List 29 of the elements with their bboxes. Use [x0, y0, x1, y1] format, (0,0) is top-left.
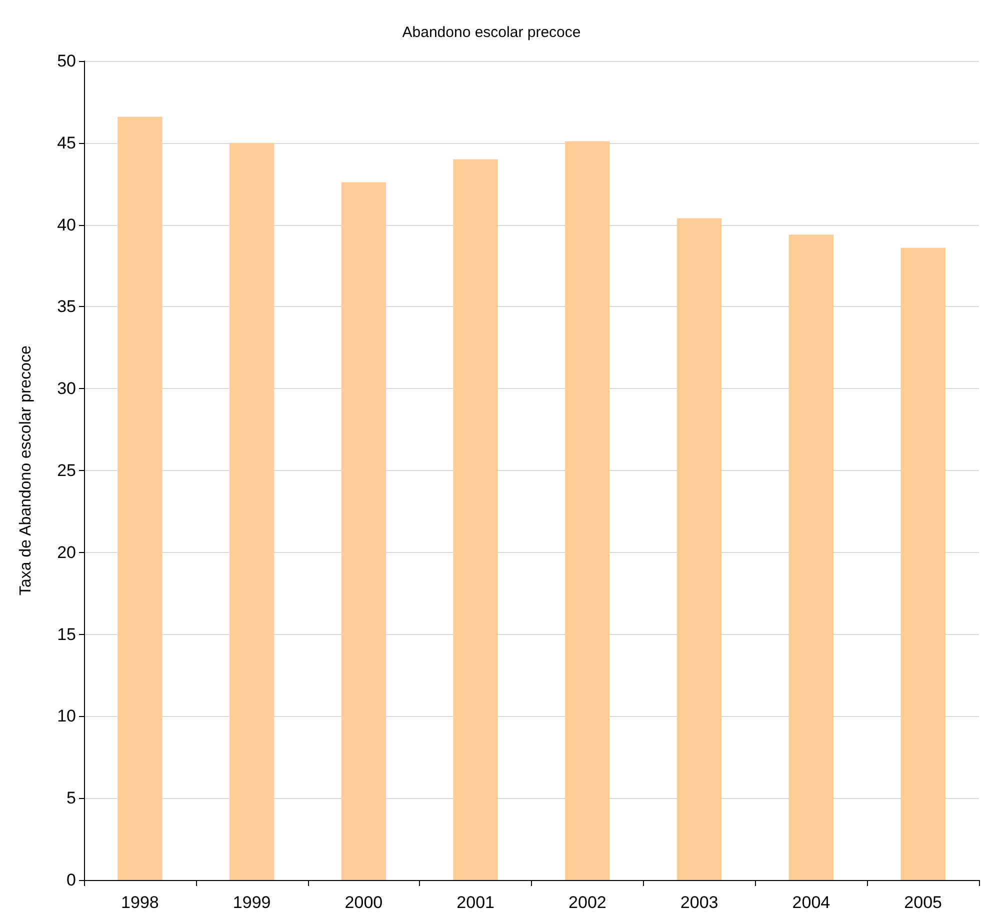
bar	[565, 141, 610, 880]
x-tick-label: 2003	[680, 893, 718, 912]
bar	[118, 116, 162, 880]
x-tick-label: 2000	[344, 893, 383, 912]
bar	[341, 182, 386, 880]
x-tick-label: 1999	[232, 893, 271, 912]
y-tick-label: 5	[66, 788, 76, 808]
y-tick-label: 30	[57, 379, 76, 398]
bar	[788, 234, 834, 880]
y-tick-label: 0	[66, 870, 76, 890]
y-tick-label: 45	[57, 133, 76, 152]
x-tick-label: 2002	[568, 893, 606, 912]
bar	[676, 218, 722, 880]
x-tick-label: 2001	[456, 893, 494, 912]
x-tick-label: 2005	[904, 893, 942, 912]
bar	[900, 248, 946, 880]
y-tick-label: 20	[57, 542, 76, 562]
y-tick-label: 15	[57, 624, 76, 644]
y-tick-label: 50	[57, 52, 76, 70]
x-tick-label: 1998	[121, 893, 159, 912]
bar	[229, 142, 274, 880]
y-tick-label: 40	[57, 215, 76, 234]
y-tick-label: 35	[57, 297, 76, 316]
bar	[453, 159, 498, 880]
chart-title: Abandono escolar precoce	[402, 24, 581, 41]
y-tick-label: 10	[57, 706, 76, 726]
y-tick-label: 25	[57, 461, 76, 480]
x-tick-label: 2004	[792, 893, 830, 912]
y-axis-title: Taxa de Abandono escolar precoce	[18, 345, 34, 596]
